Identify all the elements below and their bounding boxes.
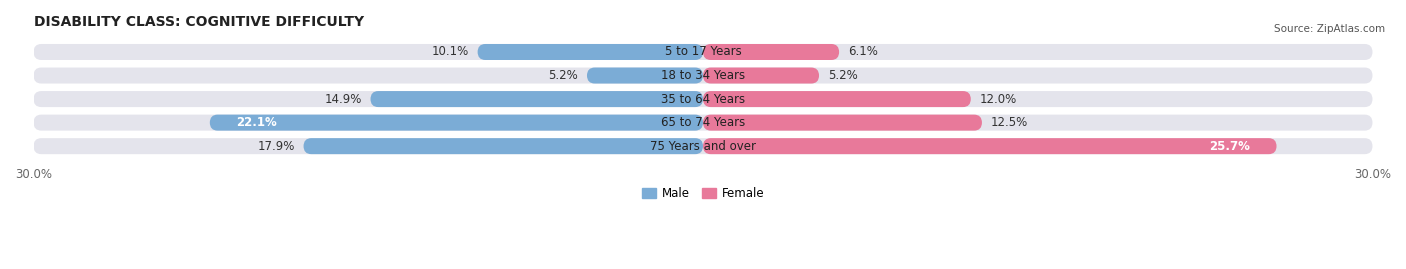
Text: 22.1%: 22.1%: [236, 116, 277, 129]
Text: Source: ZipAtlas.com: Source: ZipAtlas.com: [1274, 24, 1385, 34]
Text: 5 to 17 Years: 5 to 17 Years: [665, 45, 741, 58]
FancyBboxPatch shape: [703, 44, 839, 60]
Text: 65 to 74 Years: 65 to 74 Years: [661, 116, 745, 129]
Text: 14.9%: 14.9%: [325, 93, 361, 105]
FancyBboxPatch shape: [34, 115, 1372, 131]
FancyBboxPatch shape: [34, 91, 1372, 107]
FancyBboxPatch shape: [703, 138, 1277, 154]
Text: 75 Years and over: 75 Years and over: [650, 140, 756, 153]
Legend: Male, Female: Male, Female: [637, 182, 769, 204]
FancyBboxPatch shape: [478, 44, 703, 60]
Text: 6.1%: 6.1%: [848, 45, 877, 58]
Text: 5.2%: 5.2%: [828, 69, 858, 82]
FancyBboxPatch shape: [34, 44, 1372, 60]
Text: 5.2%: 5.2%: [548, 69, 578, 82]
Text: 25.7%: 25.7%: [1209, 140, 1250, 153]
FancyBboxPatch shape: [703, 68, 820, 84]
FancyBboxPatch shape: [371, 91, 703, 107]
Text: DISABILITY CLASS: COGNITIVE DIFFICULTY: DISABILITY CLASS: COGNITIVE DIFFICULTY: [34, 15, 364, 29]
Text: 18 to 34 Years: 18 to 34 Years: [661, 69, 745, 82]
FancyBboxPatch shape: [586, 68, 703, 84]
FancyBboxPatch shape: [703, 115, 981, 131]
FancyBboxPatch shape: [209, 115, 703, 131]
FancyBboxPatch shape: [703, 91, 970, 107]
Text: 17.9%: 17.9%: [257, 140, 295, 153]
FancyBboxPatch shape: [34, 68, 1372, 84]
FancyBboxPatch shape: [304, 138, 703, 154]
FancyBboxPatch shape: [34, 138, 1372, 154]
Text: 12.5%: 12.5%: [991, 116, 1028, 129]
Text: 12.0%: 12.0%: [980, 93, 1017, 105]
Text: 35 to 64 Years: 35 to 64 Years: [661, 93, 745, 105]
Text: 10.1%: 10.1%: [432, 45, 468, 58]
